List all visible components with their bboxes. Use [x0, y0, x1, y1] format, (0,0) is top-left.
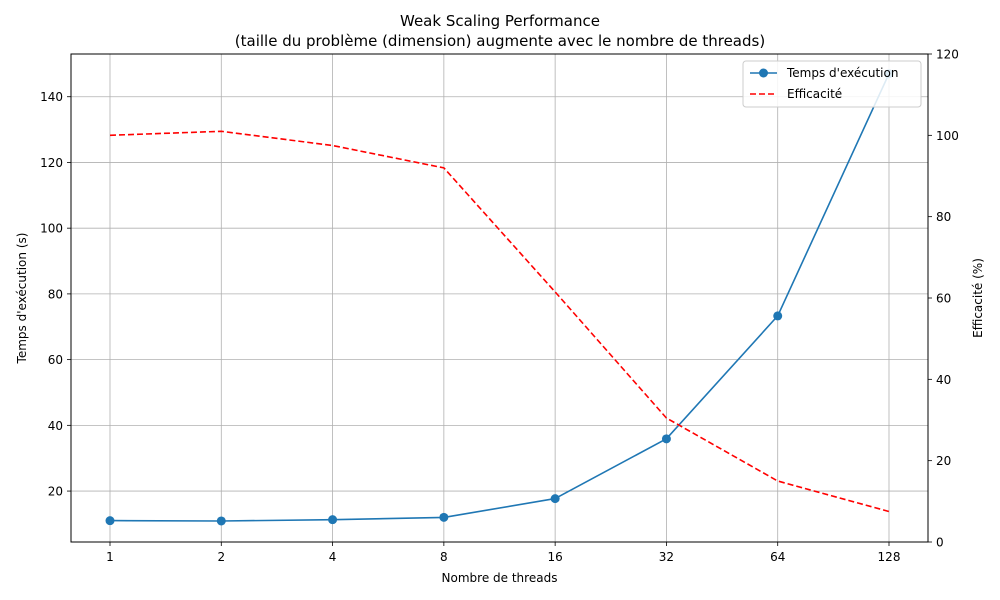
y-right-tick-label: 100	[936, 129, 959, 143]
y-axis-left-title: Temps d'exécution (s)	[15, 233, 29, 365]
y-left-tick-label: 20	[48, 485, 63, 499]
data-point-time	[439, 512, 449, 522]
tick-layer: 1 2 4 8 16 32 64 128 20 40 60 80 100 120 140 0 20 40 60 80 1…	[40, 48, 959, 565]
legend-label-efficiency: Efficacité	[787, 87, 842, 101]
plot-frame	[70, 53, 929, 543]
data-point-time	[105, 516, 115, 526]
series-line-time	[109, 73, 890, 522]
y-axis-right-title: Efficacité (%)	[971, 258, 985, 338]
x-tick-label: 8	[440, 550, 448, 564]
x-tick-label: 32	[659, 550, 674, 564]
x-tick-label: 2	[217, 550, 225, 564]
y-left-tick-label: 100	[40, 222, 63, 236]
y-right-tick-label: 0	[936, 536, 944, 550]
y-left-tick-label: 140	[40, 90, 63, 104]
x-axis-title: Nombre de threads	[442, 571, 558, 585]
data-point-time	[661, 434, 671, 444]
data-point-time	[216, 516, 226, 526]
y-right-tick-label: 60	[936, 292, 951, 306]
legend-label-time: Temps d'exécution	[786, 66, 898, 80]
series-layer	[105, 69, 894, 526]
y-left-tick-label: 80	[48, 287, 63, 301]
y-left-tick-label: 120	[40, 156, 63, 170]
y-right-tick-label: 20	[936, 454, 951, 468]
y-right-tick-label: 80	[936, 210, 951, 224]
legend-marker-time	[759, 68, 768, 78]
y-right-tick-label: 120	[936, 48, 959, 62]
chart-subtitle: (taille du problème (dimension) augmente…	[235, 32, 765, 50]
chart-title: Weak Scaling Performance	[400, 12, 600, 30]
legend: Temps d'exécution Efficacité	[742, 60, 922, 108]
y-left-tick-label: 60	[48, 353, 63, 367]
x-tick-label: 16	[548, 550, 563, 564]
y-right-tick-label: 40	[936, 373, 951, 387]
data-point-time	[550, 494, 560, 504]
data-point-time	[328, 515, 338, 525]
x-tick-label: 64	[770, 550, 785, 564]
y-left-tick-label: 40	[48, 419, 63, 433]
legend-box	[742, 60, 922, 108]
x-tick-label: 4	[329, 550, 337, 564]
grid	[71, 54, 928, 542]
series-line-efficiency	[109, 130, 890, 513]
data-point-time	[773, 311, 783, 321]
x-tick-label: 1	[106, 550, 114, 564]
x-tick-label: 128	[878, 550, 901, 564]
